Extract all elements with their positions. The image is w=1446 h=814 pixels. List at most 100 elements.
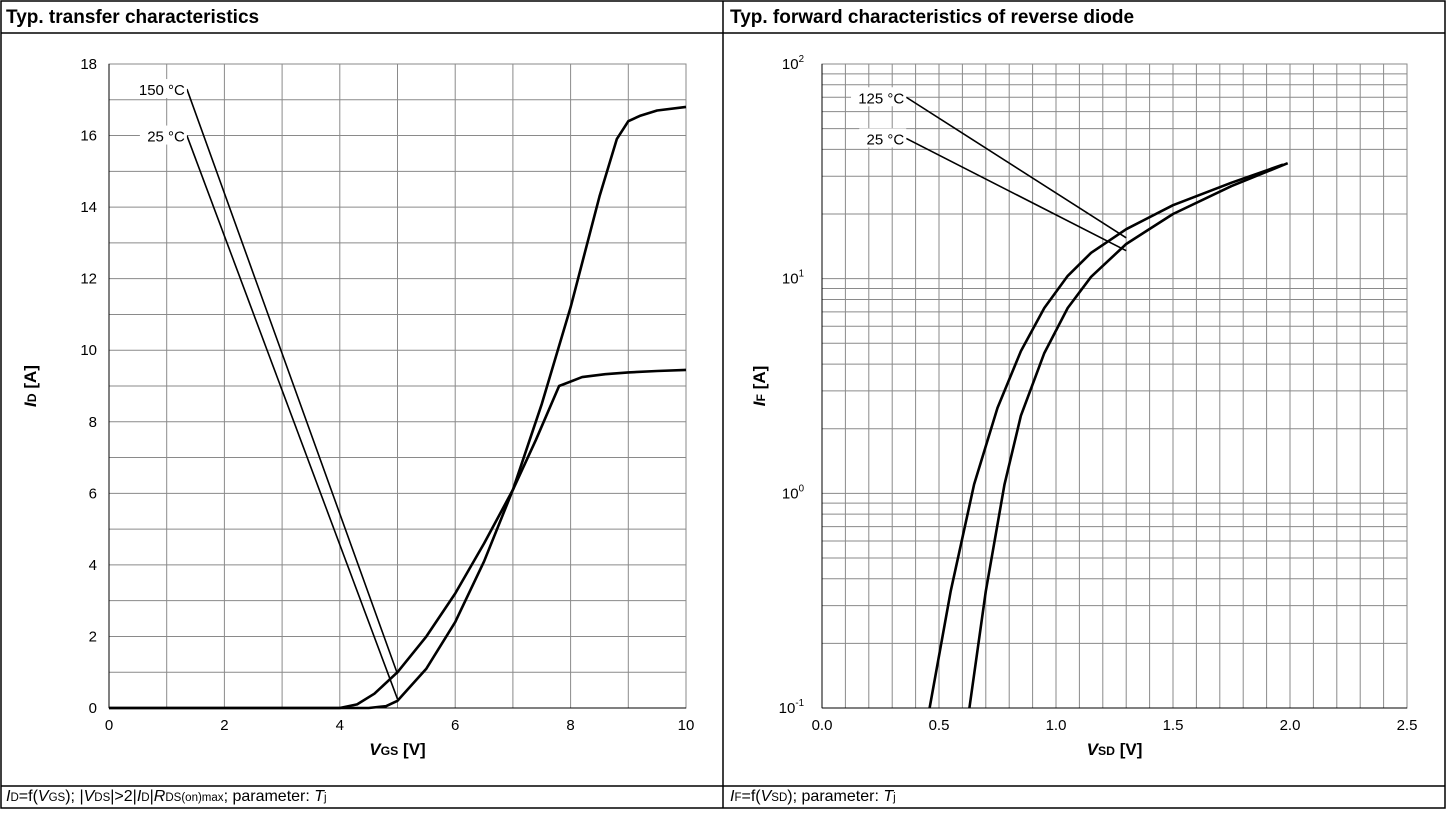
caption-segment: T: [314, 788, 325, 805]
caption-segment: D: [141, 792, 149, 804]
y-tick-label: 101: [782, 269, 804, 288]
axis-label-subscript: GS: [381, 744, 399, 758]
y-tick-label: 14: [80, 199, 97, 216]
caption-segment: j: [892, 792, 896, 804]
caption-segment: V: [84, 788, 96, 805]
caption-segment: V: [761, 788, 773, 805]
y-tick-label: 12: [80, 271, 97, 288]
series-line: [109, 368, 687, 710]
annotation-background: [139, 125, 187, 145]
axis-label-unit: [A]: [21, 365, 40, 393]
caption-segment: =f(: [742, 788, 762, 805]
caption-segment: j: [323, 792, 327, 804]
axis-label-subscript: SD: [1098, 744, 1115, 758]
y-tick-label: 10-1: [779, 698, 804, 717]
annotation-leader: [905, 96, 1127, 239]
x-tick-label: 2.0: [1280, 717, 1301, 734]
x-tick-label: 2.5: [1397, 717, 1418, 734]
series-line: [109, 105, 687, 710]
annotation-label: 150 °C: [139, 82, 185, 99]
tick-base: 10: [782, 485, 799, 502]
tick-exponent: -1: [795, 698, 804, 709]
caption-segment: GS: [49, 792, 66, 804]
caption-segment: DS(on)max: [165, 792, 223, 804]
panel-caption: IF=f(VSD); parameter: Tj: [730, 788, 896, 805]
axis-label-main: V: [369, 740, 382, 759]
y-tick-label: 8: [89, 414, 97, 431]
tick-exponent: 0: [799, 483, 805, 494]
y-tick-label: 16: [80, 128, 97, 145]
annotation-leader: [186, 88, 399, 675]
tick-base: 10: [779, 700, 796, 717]
caption-segment: R: [154, 788, 166, 805]
y-tick-label: 10: [80, 342, 97, 359]
x-tick-label: 0.0: [812, 717, 833, 734]
caption-segment: ); parameter:: [787, 788, 883, 805]
axis-label-subscript: F: [754, 394, 768, 402]
caption-segment: =f(: [19, 788, 39, 805]
x-tick-label: 0: [105, 717, 113, 734]
tick-base: 10: [782, 56, 799, 73]
tick-base: 10: [782, 271, 799, 288]
x-tick-label: 0.5: [929, 717, 950, 734]
caption-segment: |>2|: [110, 788, 137, 805]
caption-segment: ); |: [65, 788, 83, 805]
panel-title: Typ. transfer characteristics: [6, 7, 259, 28]
axis-label-unit: [V]: [1115, 740, 1142, 759]
panel-title: Typ. forward characteristics of reverse …: [730, 7, 1134, 28]
reverse-diode-panel: Typ. forward characteristics of reverse …: [730, 7, 1417, 805]
x-tick-label: 8: [566, 717, 574, 734]
caption-segment: V: [38, 788, 50, 805]
axis-label-unit: [V]: [398, 740, 425, 759]
y-tick-label: 18: [80, 56, 97, 73]
series-line: [928, 163, 1284, 709]
caption-segment: ; parameter:: [224, 788, 315, 805]
caption-segment: I: [730, 788, 735, 805]
axis-label-main: I: [750, 400, 769, 406]
x-tick-label: 2: [220, 717, 228, 734]
x-axis-label: VSD [V]: [1087, 740, 1143, 759]
caption-segment: I: [6, 788, 11, 805]
axis-label-main: I: [21, 401, 40, 407]
y-tick-label: 0: [89, 700, 97, 717]
transfer-characteristics-chart: 0 2 4 6 8 10 0 2 4 6 8 10 12 14 16 18 150 °C 25 °C VGS [V]…: [21, 56, 694, 759]
annotation-label: 25 °C: [147, 129, 185, 146]
x-tick-label: 1.0: [1046, 717, 1067, 734]
annotation-leader: [186, 135, 399, 700]
annotation-label: 25 °C: [867, 131, 905, 148]
caption-segment: D: [10, 792, 18, 804]
x-tick-label: 6: [451, 717, 459, 734]
series-line: [968, 161, 1289, 709]
y-axis-label: ID [A]: [21, 365, 40, 407]
annotation-leader: [905, 137, 1127, 252]
y-tick-label: 102: [782, 54, 804, 73]
annotation-background: [851, 87, 907, 107]
tick-exponent: 2: [799, 54, 804, 65]
y-tick-label: 2: [89, 628, 97, 645]
caption-segment: DS: [94, 792, 110, 804]
x-tick-label: 4: [336, 717, 344, 734]
y-tick-label: 6: [89, 485, 97, 502]
panel-caption: ID=f(VGS); |VDS|>2|ID|RDS(on)max; parame…: [6, 788, 327, 805]
x-tick-label: 1.5: [1163, 717, 1184, 734]
annotation-background: [131, 79, 187, 99]
x-tick-label: 10: [678, 717, 695, 734]
tick-exponent: 1: [799, 269, 804, 280]
axis-label-unit: [A]: [750, 366, 769, 394]
x-axis-label: VGS [V]: [369, 740, 425, 759]
transfer-characteristics-panel: Typ. transfer characteristics 0 2 4 6 8 10 0 2 4…: [6, 7, 694, 805]
annotation-label: 125 °C: [858, 90, 904, 107]
caption-segment: I: [137, 788, 142, 805]
axis-label-main: V: [1087, 740, 1100, 759]
annotation-background: [859, 128, 907, 148]
y-tick-label: 4: [89, 557, 97, 574]
axis-label-subscript: D: [25, 393, 39, 402]
y-axis-label: IF [A]: [750, 366, 769, 407]
caption-segment: T: [883, 788, 894, 805]
caption-segment: SD: [771, 792, 787, 804]
caption-segment: F: [734, 792, 741, 804]
